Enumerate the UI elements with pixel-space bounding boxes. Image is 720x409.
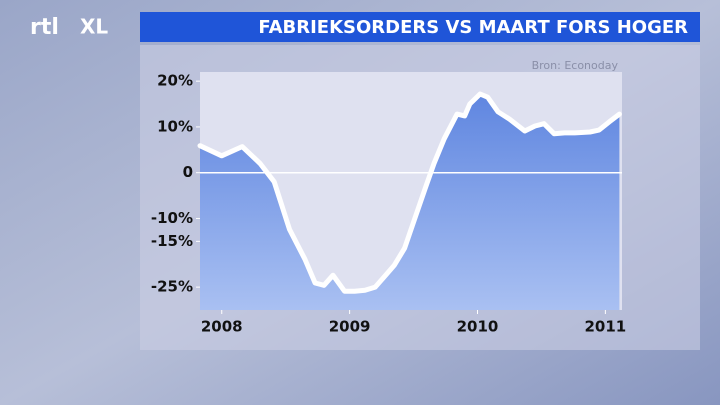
area <box>200 94 620 310</box>
line <box>197 91 622 294</box>
x-tick-label: 2008 <box>201 318 243 336</box>
x-tick-label: 2009 <box>329 318 371 336</box>
y-tick-label: -10% <box>151 209 193 227</box>
title-bar <box>140 12 700 42</box>
chart-title: FABRIEKSORDERS VS MAART FORS HOGER <box>258 17 688 38</box>
x-tick-label: 2010 <box>457 318 499 336</box>
y-tick-label: -25% <box>151 278 193 296</box>
logo-xl: XL <box>80 15 108 39</box>
x-tick-label: 2011 <box>585 318 627 336</box>
y-tick-label: 0 <box>183 163 193 181</box>
y-tick-label: -15% <box>151 232 193 250</box>
y-tick-label: 10% <box>157 117 193 135</box>
source: Bron: Econoday <box>532 59 619 72</box>
y-tick-label: 20% <box>157 72 193 90</box>
logo-rtl: rtl <box>30 15 59 40</box>
